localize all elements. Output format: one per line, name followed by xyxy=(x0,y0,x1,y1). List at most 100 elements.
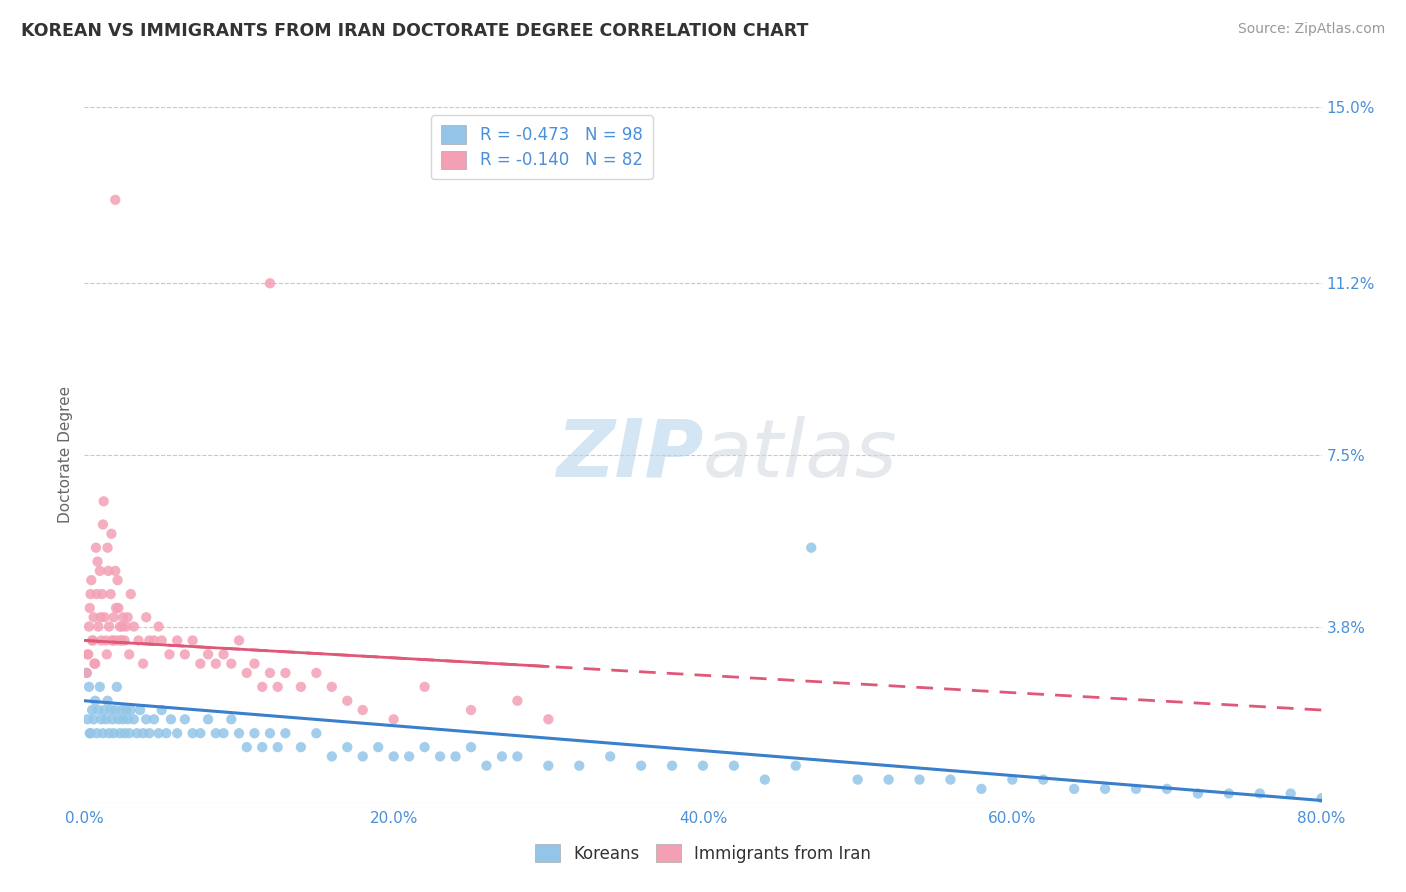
Point xyxy=(122,712,145,726)
Point xyxy=(79,587,101,601)
Point xyxy=(429,749,451,764)
Point xyxy=(135,610,157,624)
Point xyxy=(212,726,235,740)
Point xyxy=(84,694,107,708)
Point xyxy=(120,703,142,717)
Point xyxy=(100,587,122,601)
Point xyxy=(90,633,112,648)
Point xyxy=(506,749,529,764)
Point xyxy=(143,633,166,648)
Point xyxy=(444,749,467,764)
Point xyxy=(97,564,120,578)
Point xyxy=(274,726,297,740)
Point xyxy=(970,781,993,796)
Point xyxy=(93,610,115,624)
Point xyxy=(305,665,328,680)
Point xyxy=(846,772,869,787)
Point xyxy=(1156,781,1178,796)
Point xyxy=(100,526,122,541)
Point xyxy=(112,712,135,726)
Point xyxy=(104,193,127,207)
Point xyxy=(77,680,100,694)
Point xyxy=(77,619,100,633)
Point xyxy=(91,517,114,532)
Point xyxy=(82,703,104,717)
Point xyxy=(91,726,114,740)
Text: ZIP: ZIP xyxy=(555,416,703,494)
Point xyxy=(105,633,128,648)
Point xyxy=(107,573,129,587)
Point xyxy=(108,619,131,633)
Point xyxy=(117,712,139,726)
Point xyxy=(83,657,105,671)
Point xyxy=(94,633,117,648)
Point xyxy=(259,726,281,740)
Point xyxy=(93,703,115,717)
Point xyxy=(166,633,188,648)
Point xyxy=(939,772,962,787)
Point xyxy=(188,657,212,671)
Point xyxy=(115,703,138,717)
Point xyxy=(148,726,170,740)
Point xyxy=(785,758,807,772)
Point xyxy=(321,680,343,694)
Point xyxy=(228,633,250,648)
Point xyxy=(537,712,560,726)
Point xyxy=(352,749,374,764)
Point xyxy=(537,758,560,772)
Point xyxy=(120,587,142,601)
Point xyxy=(132,657,155,671)
Point xyxy=(114,633,136,648)
Point xyxy=(125,726,148,740)
Point xyxy=(111,619,134,633)
Point xyxy=(122,619,145,633)
Point xyxy=(367,740,389,755)
Point xyxy=(267,680,290,694)
Point xyxy=(86,726,108,740)
Point xyxy=(723,758,745,772)
Point xyxy=(1094,781,1116,796)
Text: Source: ZipAtlas.com: Source: ZipAtlas.com xyxy=(1237,22,1385,37)
Point xyxy=(87,619,110,633)
Point xyxy=(221,712,243,726)
Point xyxy=(155,726,177,740)
Point xyxy=(908,772,931,787)
Point xyxy=(83,712,105,726)
Point xyxy=(599,749,621,764)
Point xyxy=(98,619,121,633)
Text: KOREAN VS IMMIGRANTS FROM IRAN DOCTORATE DEGREE CORRELATION CHART: KOREAN VS IMMIGRANTS FROM IRAN DOCTORATE… xyxy=(21,22,808,40)
Point xyxy=(132,726,155,740)
Y-axis label: Doctorate Degree: Doctorate Degree xyxy=(58,386,73,524)
Point xyxy=(188,726,212,740)
Point xyxy=(274,665,297,680)
Point xyxy=(93,494,115,508)
Point xyxy=(129,703,152,717)
Point xyxy=(77,648,100,662)
Point xyxy=(148,619,170,633)
Point xyxy=(336,694,359,708)
Point xyxy=(90,712,112,726)
Point xyxy=(115,619,138,633)
Point xyxy=(336,740,359,755)
Point xyxy=(84,541,107,555)
Point xyxy=(259,277,281,291)
Point xyxy=(138,726,160,740)
Point xyxy=(1032,772,1054,787)
Point xyxy=(118,726,141,740)
Point xyxy=(103,610,125,624)
Point xyxy=(1187,787,1209,801)
Point xyxy=(352,703,374,717)
Point xyxy=(96,648,118,662)
Point xyxy=(1218,787,1240,801)
Point xyxy=(89,680,111,694)
Point xyxy=(84,657,107,671)
Point xyxy=(94,712,117,726)
Point xyxy=(104,564,127,578)
Point xyxy=(79,601,101,615)
Point xyxy=(1125,781,1147,796)
Point xyxy=(80,573,103,587)
Point xyxy=(117,610,139,624)
Point xyxy=(267,740,290,755)
Point xyxy=(460,740,482,755)
Point xyxy=(150,633,173,648)
